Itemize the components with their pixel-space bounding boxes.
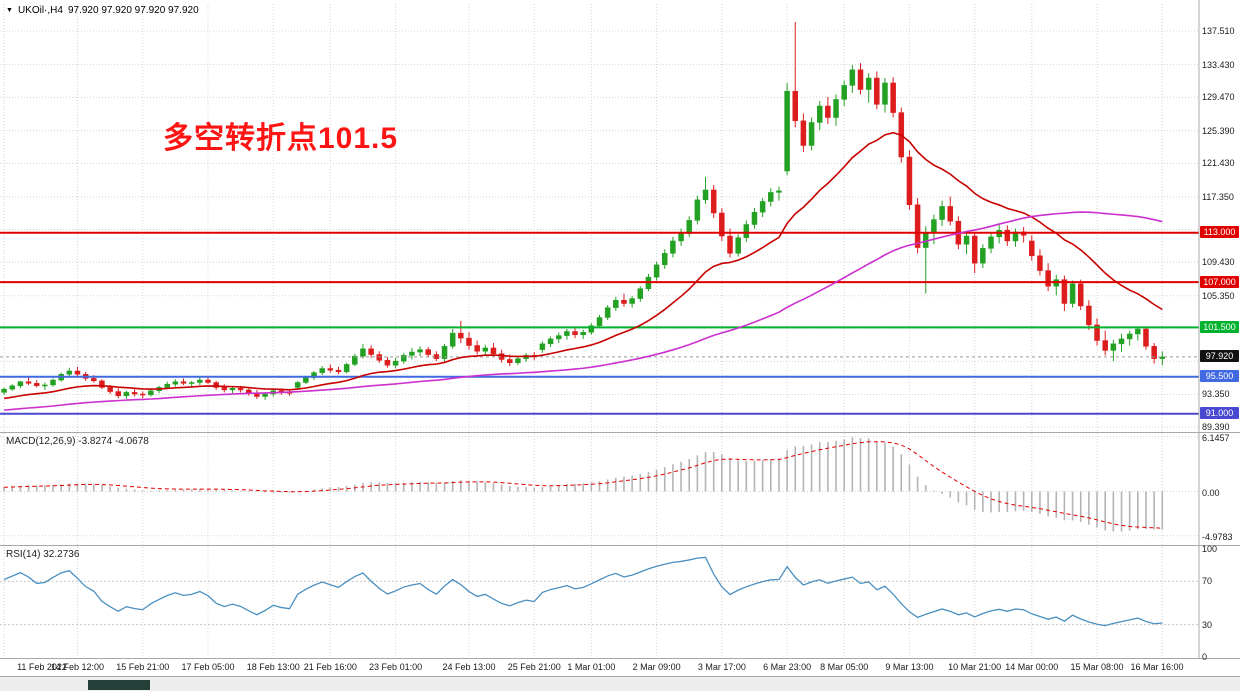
time-axis-label: 21 Feb 16:00 — [303, 662, 357, 672]
symbol-name: UKOil·,H4 — [17, 5, 63, 16]
price-level-badge: 113.000 — [1200, 226, 1239, 239]
price-axis-label: 93.350 — [1202, 389, 1230, 400]
time-axis-label: 2 Mar 09:00 — [632, 662, 681, 672]
time-axis-label: 14 Feb 12:00 — [50, 662, 104, 672]
price-axis-label: 109.430 — [1202, 257, 1235, 268]
price-axis-label: 129.470 — [1202, 92, 1235, 103]
rsi-scale-label: 70 — [1202, 576, 1213, 587]
rsi-scale-label: 0 — [1202, 652, 1208, 662]
price-axis-label: 125.390 — [1202, 125, 1235, 136]
time-axis-label: 25 Feb 21:00 — [507, 662, 561, 672]
rsi-title: RSI(14) 32.2736 — [6, 549, 80, 560]
time-axis-label: 3 Mar 17:00 — [697, 662, 746, 672]
price-axis-label: 89.390 — [1202, 422, 1230, 433]
price-level-badge: 95.500 — [1200, 370, 1239, 383]
time-axis-label: 11 Feb 2022 — [17, 662, 67, 672]
price-level-badge: 107.000 — [1200, 275, 1239, 288]
time-axis-label: 6 Mar 23:00 — [763, 662, 812, 672]
time-axis-label: 24 Feb 13:00 — [442, 662, 496, 672]
price-level-badge: 91.000 — [1200, 407, 1239, 420]
price-level-badge: 101.500 — [1200, 320, 1239, 333]
annotation-text: 多空转折点101.5 — [163, 122, 399, 155]
time-axis-label: 8 Mar 05:00 — [820, 662, 869, 672]
ohlc-readout: 97.920 97.920 97.920 97.920 — [67, 5, 199, 16]
rsi-scale-label: 30 — [1202, 619, 1213, 630]
time-axis-label: 23 Feb 01:00 — [369, 662, 423, 672]
time-axis-label: 9 Mar 13:00 — [885, 662, 934, 672]
scrollbar-thumb[interactable] — [88, 680, 150, 690]
price-axis-label: 121.430 — [1202, 158, 1235, 169]
rsi-scale-label: 100 — [1202, 544, 1218, 554]
current-price-badge: 97.920 — [1200, 350, 1239, 363]
macd-scale-label: 0.00 — [1202, 487, 1220, 498]
time-axis-label: 1 Mar 01:00 — [567, 662, 616, 672]
symbol-header: ▼ UKOil·,H4 97.920 97.920 97.920 97.920 — [6, 5, 199, 16]
macd-scale-label: -4.9783 — [1202, 531, 1233, 542]
price-axis-label: 133.430 — [1202, 59, 1235, 70]
time-axis-label: 14 Mar 00:00 — [1005, 662, 1059, 672]
bottom-strip — [0, 677, 1240, 691]
price-axis-label: 137.510 — [1202, 26, 1235, 37]
time-axis-label: 15 Feb 21:00 — [116, 662, 170, 672]
time-axis-label: 16 Mar 16:00 — [1130, 662, 1184, 672]
price-axis-label: 117.350 — [1202, 191, 1234, 202]
price-axis-label: 105.350 — [1202, 290, 1235, 301]
macd-title: MACD(12,26,9) -3.8274 -4.0678 — [6, 436, 149, 447]
time-axis-label: 10 Mar 21:00 — [948, 662, 1002, 672]
time-axis-label: 17 Feb 05:00 — [181, 662, 235, 672]
macd-scale-label: 6.1457 — [1202, 432, 1230, 443]
time-axis-label: 15 Mar 08:00 — [1070, 662, 1124, 672]
time-axis-label: 18 Feb 13:00 — [246, 662, 300, 672]
ohlc-toggle-icon[interactable]: ▼ — [6, 6, 13, 14]
